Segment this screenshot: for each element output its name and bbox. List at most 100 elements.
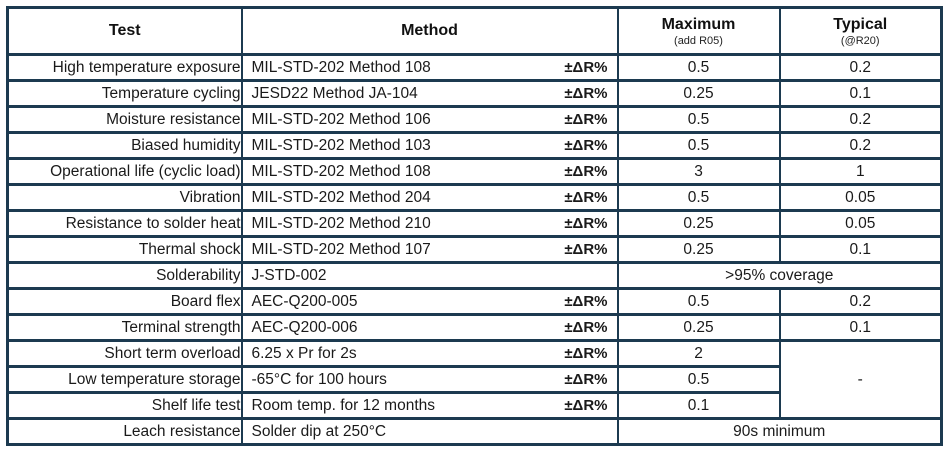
maximum-value-cell: 3 bbox=[616, 157, 781, 186]
maximum-value-cell: 0.25 bbox=[616, 79, 781, 108]
delta-r-label: ±ΔR% bbox=[564, 293, 608, 310]
method-label: MIL-STD-202 Method 108 bbox=[251, 162, 431, 180]
test-name-cell: Resistance to solder heat bbox=[6, 209, 243, 238]
delta-r-label: ±ΔR% bbox=[564, 241, 608, 258]
delta-r-label: ±ΔR% bbox=[564, 111, 608, 128]
method-cell: MIL-STD-202 Method 103 ±ΔR% bbox=[240, 131, 619, 160]
table-row: Operational life (cyclic load) MIL-STD-2… bbox=[6, 157, 943, 186]
test-name-cell: Moisture resistance bbox=[6, 105, 243, 134]
test-name-cell: High temperature exposure bbox=[6, 53, 243, 82]
table-row: Moisture resistance MIL-STD-202 Method 1… bbox=[6, 105, 943, 134]
table-row: Biased humidity MIL-STD-202 Method 103 ±… bbox=[6, 131, 943, 160]
table-row: Terminal strength AEC-Q200-006 ±ΔR% 0.25… bbox=[6, 313, 943, 342]
column-header-maximum-label: Maximum bbox=[661, 15, 736, 33]
method-cell: J-STD-002 bbox=[240, 261, 619, 290]
column-header-typical: Typical (@R20) bbox=[778, 6, 943, 56]
typical-value-cell: 0.1 bbox=[778, 313, 943, 342]
method-cell: Solder dip at 250°C bbox=[240, 417, 619, 446]
method-label: -65°C for 100 hours bbox=[251, 370, 387, 388]
table-row: Temperature cycling JESD22 Method JA-104… bbox=[6, 79, 943, 108]
method-cell: MIL-STD-202 Method 210 ±ΔR% bbox=[240, 209, 619, 238]
test-name-cell: Biased humidity bbox=[6, 131, 243, 160]
maximum-value-cell: 0.5 bbox=[616, 365, 781, 394]
delta-r-label: ±ΔR% bbox=[564, 189, 608, 206]
method-label: Solder dip at 250°C bbox=[251, 422, 387, 440]
typical-value-cell: 0.1 bbox=[778, 235, 943, 264]
maximum-value-cell: 0.25 bbox=[616, 209, 781, 238]
method-cell: JESD22 Method JA-104 ±ΔR% bbox=[240, 79, 619, 108]
typical-merged-dash-cell: - bbox=[778, 339, 943, 420]
delta-r-label: ±ΔR% bbox=[564, 59, 608, 76]
typical-value-cell: 0.05 bbox=[778, 183, 943, 212]
qualification-test-table: Test Method Maximum (add R05) Typical (@… bbox=[6, 6, 943, 446]
column-header-typical-subtitle: (@R20) bbox=[840, 34, 880, 47]
typical-value-cell: 0.2 bbox=[778, 53, 943, 82]
column-header-method-label: Method bbox=[401, 22, 458, 39]
method-cell: -65°C for 100 hours ±ΔR% bbox=[240, 365, 619, 394]
table-row: Board flex AEC-Q200-005 ±ΔR% 0.5 0.2 bbox=[6, 287, 943, 316]
maximum-value-cell: 0.25 bbox=[616, 235, 781, 264]
maximum-value-cell: 0.5 bbox=[616, 131, 781, 160]
column-header-typical-label: Typical bbox=[833, 15, 888, 33]
delta-r-label: ±ΔR% bbox=[564, 137, 608, 154]
typical-value-cell: 0.05 bbox=[778, 209, 943, 238]
table-row-solderability: Solderability J-STD-002 >95% coverage bbox=[6, 261, 943, 290]
test-name-cell: Board flex bbox=[6, 287, 243, 316]
column-header-test: Test bbox=[6, 6, 243, 56]
method-cell: 6.25 x Pr for 2s ±ΔR% bbox=[240, 339, 619, 368]
delta-r-label: ±ΔR% bbox=[564, 345, 608, 362]
method-label: JESD22 Method JA-104 bbox=[251, 84, 418, 102]
typical-value-cell: 0.2 bbox=[778, 105, 943, 134]
method-cell: MIL-STD-202 Method 204 ±ΔR% bbox=[240, 183, 619, 212]
typical-value-cell: 1 bbox=[778, 157, 943, 186]
typical-value-cell: 0.1 bbox=[778, 79, 943, 108]
merged-result-cell: >95% coverage bbox=[616, 261, 943, 290]
method-cell: MIL-STD-202 Method 106 ±ΔR% bbox=[240, 105, 619, 134]
method-cell: MIL-STD-202 Method 107 ±ΔR% bbox=[240, 235, 619, 264]
method-cell: Room temp. for 12 months ±ΔR% bbox=[240, 391, 619, 420]
merged-result-cell: 90s minimum bbox=[616, 417, 943, 446]
method-label: MIL-STD-202 Method 107 bbox=[251, 240, 431, 258]
delta-r-label: ±ΔR% bbox=[564, 85, 608, 102]
table-row: Vibration MIL-STD-202 Method 204 ±ΔR% 0.… bbox=[6, 183, 943, 212]
test-name-cell: Operational life (cyclic load) bbox=[6, 157, 243, 186]
maximum-value-cell: 0.25 bbox=[616, 313, 781, 342]
delta-r-label: ±ΔR% bbox=[564, 397, 608, 414]
delta-r-label: ±ΔR% bbox=[564, 319, 608, 336]
test-name-cell: Low temperature storage bbox=[6, 365, 243, 394]
test-name-cell: Terminal strength bbox=[6, 313, 243, 342]
method-cell: AEC-Q200-006 ±ΔR% bbox=[240, 313, 619, 342]
table-row: Short term overload 6.25 x Pr for 2s ±ΔR… bbox=[6, 339, 943, 420]
test-name-cell: Short term overload bbox=[6, 339, 243, 368]
test-name-cell: Vibration bbox=[6, 183, 243, 212]
method-label: 6.25 x Pr for 2s bbox=[251, 344, 357, 362]
method-label: MIL-STD-202 Method 204 bbox=[251, 188, 431, 206]
column-header-method: Method bbox=[240, 6, 619, 56]
method-cell: MIL-STD-202 Method 108 ±ΔR% bbox=[240, 157, 619, 186]
column-header-maximum-subtitle: (add R05) bbox=[674, 34, 723, 47]
table-row: Low temperature storage -65°C for 100 ho… bbox=[6, 365, 942, 394]
table-row: Thermal shock MIL-STD-202 Method 107 ±ΔR… bbox=[6, 235, 943, 264]
typical-value-cell: 0.2 bbox=[778, 131, 943, 160]
delta-r-label: ±ΔR% bbox=[564, 215, 608, 232]
maximum-value-cell: 0.1 bbox=[616, 391, 781, 420]
test-name-cell: Leach resistance bbox=[6, 417, 243, 446]
table-row-leach-resistance: Leach resistance Solder dip at 250°C 90s… bbox=[6, 417, 943, 446]
table-row: Shelf life test Room temp. for 12 months… bbox=[6, 391, 942, 420]
method-label: MIL-STD-202 Method 108 bbox=[251, 58, 431, 76]
method-label: MIL-STD-202 Method 106 bbox=[251, 110, 431, 128]
method-cell: AEC-Q200-005 ±ΔR% bbox=[240, 287, 619, 316]
test-name-cell: Solderability bbox=[6, 261, 243, 290]
delta-r-label: ±ΔR% bbox=[564, 371, 608, 388]
maximum-value-cell: 0.5 bbox=[616, 105, 781, 134]
maximum-value-cell: 0.5 bbox=[616, 287, 781, 316]
method-cell: MIL-STD-202 Method 108 ±ΔR% bbox=[240, 53, 619, 82]
method-label: MIL-STD-202 Method 103 bbox=[251, 136, 431, 154]
test-name-cell: Thermal shock bbox=[6, 235, 243, 264]
test-name-cell: Shelf life test bbox=[6, 391, 243, 420]
table-header-row: Test Method Maximum (add R05) Typical (@… bbox=[6, 6, 943, 56]
table-row: Resistance to solder heat MIL-STD-202 Me… bbox=[6, 209, 943, 238]
method-label: MIL-STD-202 Method 210 bbox=[251, 214, 431, 232]
method-label: Room temp. for 12 months bbox=[251, 396, 436, 414]
